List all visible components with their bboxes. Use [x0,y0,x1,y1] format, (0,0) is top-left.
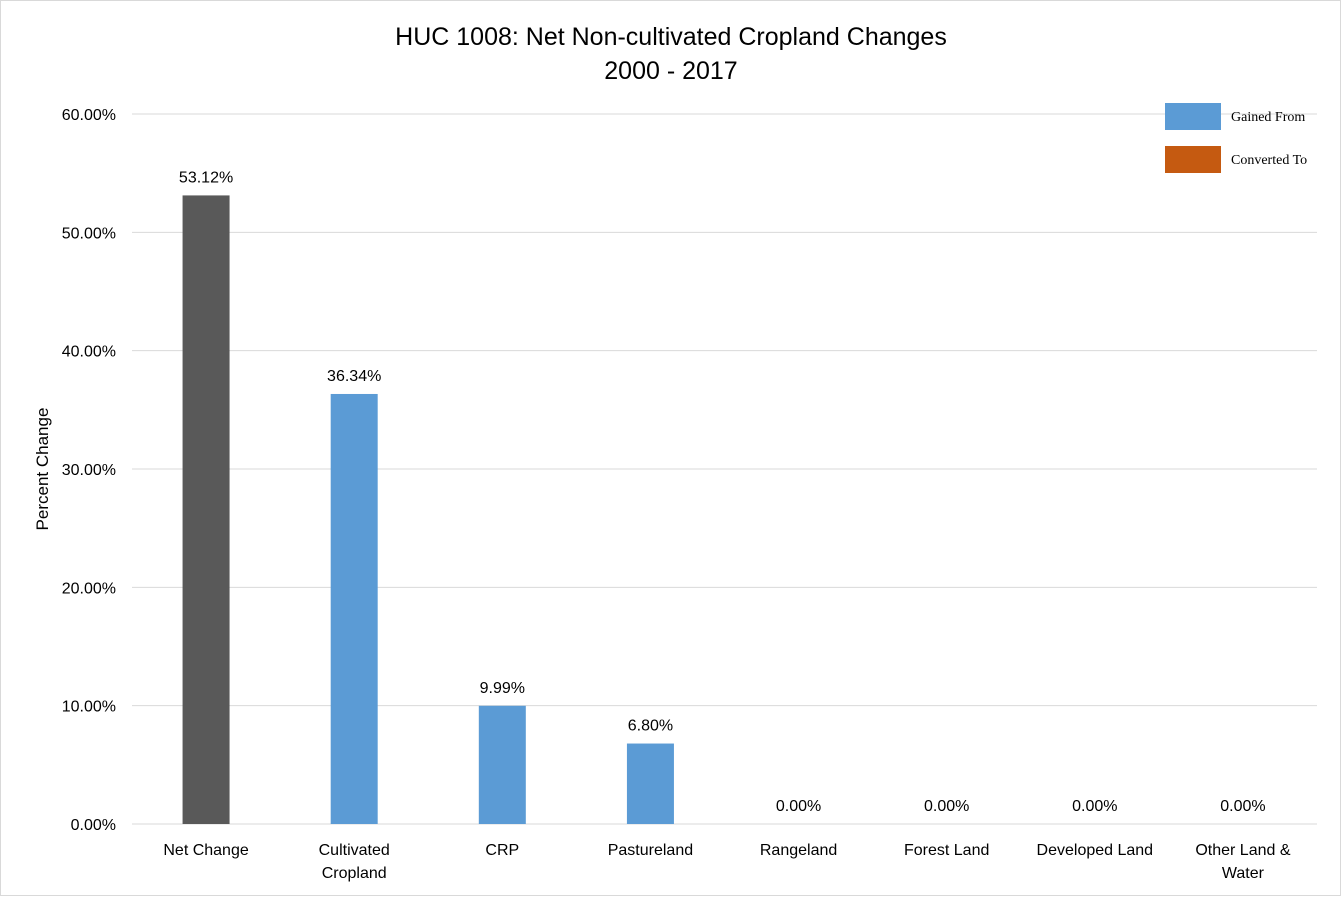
y-axis-label: Percent Change [33,408,52,531]
data-label: 6.80% [628,718,673,735]
gridlines [132,113,1317,825]
y-tick-label: 50.00% [62,225,116,242]
category-label: CRP [485,842,519,859]
category-label: Net Change [163,842,248,859]
bar [330,393,378,824]
y-tick-label: 30.00% [62,462,116,479]
y-tick-label: 20.00% [62,580,116,597]
legend-label: Converted To [1231,153,1307,168]
data-label: 0.00% [1220,798,1265,815]
data-label: 0.00% [1072,798,1117,815]
y-axis-ticks: 0.00% 10.00% 20.00% 30.00% 40.00% 50.00% 60.00… [62,107,116,834]
category-label: Rangeland [760,842,837,859]
legend: Gained From Converted To [1165,103,1307,173]
category-label: Developed Land [1037,842,1154,859]
chart-title-line: HUC 1008: Net Non-cultivated Cropland Ch… [395,23,947,51]
category-label: Pastureland [608,842,693,859]
y-tick-label: 60.00% [62,107,116,124]
data-labels: 53.12% 36.34% 9.99% 6.80% 0.00% 0.00% 0.00% 0.0… [179,169,1266,815]
category-label: Water [1222,865,1265,882]
chart-title-line: 2000 - 2017 [604,57,737,85]
y-axis-title: Percent Change [33,408,52,531]
data-label: 53.12% [179,169,233,186]
bar [182,195,230,824]
category-label: Cropland [322,865,387,882]
legend-swatch [1165,146,1221,173]
legend-swatch [1165,103,1221,130]
bar [478,705,526,824]
y-tick-label: 0.00% [71,817,116,834]
category-label: Forest Land [904,842,989,859]
x-axis-categories: Net Change Cultivated Cropland CRP Pasturela… [163,842,1290,882]
data-label: 0.00% [924,798,969,815]
y-tick-label: 40.00% [62,344,116,361]
data-label: 0.00% [776,798,821,815]
category-label: Cultivated [319,842,390,859]
bar [626,743,674,824]
y-tick-label: 10.00% [62,699,116,716]
data-label: 9.99% [480,680,525,697]
bars [182,195,674,824]
category-label: Other Land & [1195,842,1291,859]
legend-label: Gained From [1231,110,1305,125]
data-label: 36.34% [327,368,381,385]
chart-title: HUC 1008: Net Non-cultivated Cropland Ch… [395,23,947,85]
